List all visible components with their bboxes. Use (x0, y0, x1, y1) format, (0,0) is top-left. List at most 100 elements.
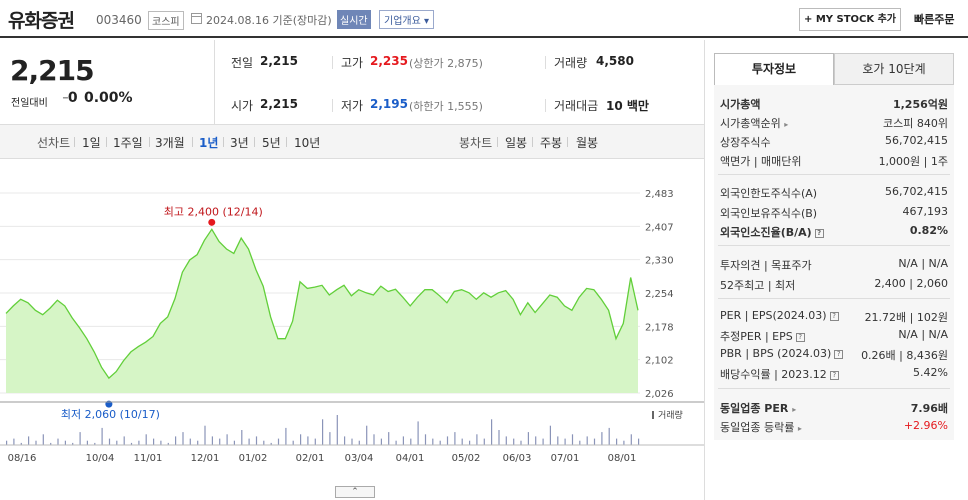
volume-bar (322, 419, 324, 445)
volume-bar (454, 432, 456, 445)
sector-per-text: 동일업종 PER (720, 402, 789, 415)
divider (704, 40, 705, 500)
volume-bar (307, 436, 309, 445)
dividend-label: 배당수익률 | 2023.12? (720, 366, 839, 382)
market-cap-rank-label[interactable]: 시가총액순위 ▸ (720, 115, 788, 131)
period-5y[interactable]: 5년 (262, 136, 281, 150)
foreign-limit-label: 외국인한도주식수(A) (720, 187, 818, 200)
period-3y[interactable]: 3년 (230, 136, 249, 150)
divider (718, 174, 950, 175)
dividend-text: 배당수익률 | 2023.12 (720, 368, 827, 381)
high-label: 고가 (341, 56, 364, 70)
divider (214, 40, 215, 124)
volume-bar (79, 432, 81, 445)
stock-header: 유화증권 003460 코스피 2024.08.16 기준(장마감) 실시간 기… (0, 0, 968, 38)
volume-bar (461, 438, 463, 445)
tab-order-book[interactable]: 호가 10단계 (834, 53, 954, 85)
per-eps-value: 21.72배 | 102원 (864, 311, 948, 324)
volume-bar (35, 440, 37, 445)
volume-bar (469, 440, 471, 445)
price-line (5, 228, 639, 380)
period-1y[interactable]: 1년 (199, 136, 219, 150)
candle-weekly[interactable]: 주봉 (540, 136, 563, 150)
volume-bar (20, 442, 22, 445)
candle-daily[interactable]: 일봉 (505, 136, 528, 150)
volume-bar (101, 427, 103, 445)
per-eps-label: PER | EPS(2024.03)? (720, 309, 839, 322)
lower-limit: (하한가 1,555) (409, 100, 483, 113)
help-icon[interactable]: ? (795, 332, 805, 342)
tab-invest-info[interactable]: 투자정보 (714, 53, 834, 85)
volume-bar (204, 425, 206, 445)
y-tick-label: 2,330 (645, 256, 674, 267)
volume-bar (549, 425, 551, 445)
pbr-bps-text: PBR | BPS (2024.03) (720, 347, 832, 360)
est-per-text: 추정PER | EPS (720, 330, 793, 343)
foreign-held-value: 467,193 (902, 205, 949, 218)
period-1w[interactable]: 1주일 (113, 136, 143, 150)
volume-bar (630, 434, 632, 445)
x-tick-label: 01/02 (239, 453, 268, 464)
volume-bar (50, 442, 52, 445)
current-price: 2,215 (10, 54, 95, 87)
period-3m[interactable]: 3개월 (155, 136, 185, 150)
volume-bar (417, 421, 419, 445)
volume-bar (138, 440, 140, 445)
sector-per-label[interactable]: 동일업종 PER ▸ (720, 400, 796, 416)
volume-bar (292, 440, 294, 445)
quick-order-button[interactable]: 빠른주문 (914, 13, 955, 26)
divider (545, 99, 546, 112)
volume-bar (219, 438, 221, 445)
volume-bar (277, 438, 280, 445)
low-annotation: 최저 2,060 (10/17) (61, 408, 160, 421)
pbr-bps-value: 0.26배 | 8,436원 (861, 349, 948, 362)
volume-bar (57, 438, 59, 445)
volume-bar (388, 432, 390, 445)
price-chart[interactable]: 2,483 2,407 2,330 2,254 2,178 2,102 2,026 최고 2… (0, 160, 705, 500)
divider (532, 137, 533, 147)
change-percent: 0.00% (84, 90, 133, 106)
period-1d[interactable]: 1일 (82, 136, 101, 150)
price-area (6, 229, 638, 393)
volume-bar (42, 434, 44, 445)
divider (0, 124, 705, 125)
period-bar (0, 125, 705, 159)
help-icon[interactable]: ? (829, 311, 839, 321)
volume-bar (608, 427, 610, 445)
volume-bar (28, 436, 30, 445)
volume-bar (571, 434, 574, 445)
volume-bar (263, 440, 265, 445)
x-tick-label: 10/04 (86, 453, 115, 464)
y-tick-label: 2,483 (645, 189, 674, 200)
help-icon[interactable]: ? (814, 228, 824, 238)
amount-value: 10 백만 (606, 99, 649, 113)
sector-change-text: 동일업종 등락률 (720, 421, 795, 434)
volume-bar (358, 440, 360, 445)
sector-change-value: +2.96% (903, 419, 948, 432)
high-annotation: 최고 2,400 (12/14) (164, 205, 263, 218)
volume-bar (424, 434, 427, 445)
candle-monthly[interactable]: 월봉 (576, 136, 599, 150)
y-tick-label: 2,254 (645, 289, 674, 300)
volume-bar (491, 419, 493, 445)
market-cap-label: 시가총액 (720, 98, 761, 111)
listed-shares-label: 상장주식수 (720, 136, 771, 149)
divider (497, 137, 498, 147)
x-tick-label: 07/01 (551, 453, 580, 464)
sector-change-label[interactable]: 동일업종 등락률 ▸ (720, 419, 802, 435)
base-date: 2024.08.16 기준(장마감) (206, 14, 332, 27)
period-10y[interactable]: 10년 (294, 136, 321, 150)
divider (192, 137, 193, 147)
prev-close-label: 전일 (231, 56, 254, 70)
company-overview-button[interactable]: 기업개요 ▾ (379, 10, 435, 29)
volume-bar (211, 436, 213, 445)
divider (718, 245, 950, 246)
foreign-ratio-value: 0.82% (909, 224, 948, 237)
expand-chart-handle[interactable]: ⌃ (335, 486, 375, 498)
add-my-stock-button[interactable]: + MY STOCK 추가 (799, 8, 901, 31)
help-icon[interactable]: ? (829, 370, 839, 380)
volume-bar (395, 440, 397, 445)
stock-name: 유화증권 (8, 10, 75, 32)
help-icon[interactable]: ? (834, 349, 844, 359)
realtime-badge[interactable]: 실시간 (337, 10, 371, 29)
